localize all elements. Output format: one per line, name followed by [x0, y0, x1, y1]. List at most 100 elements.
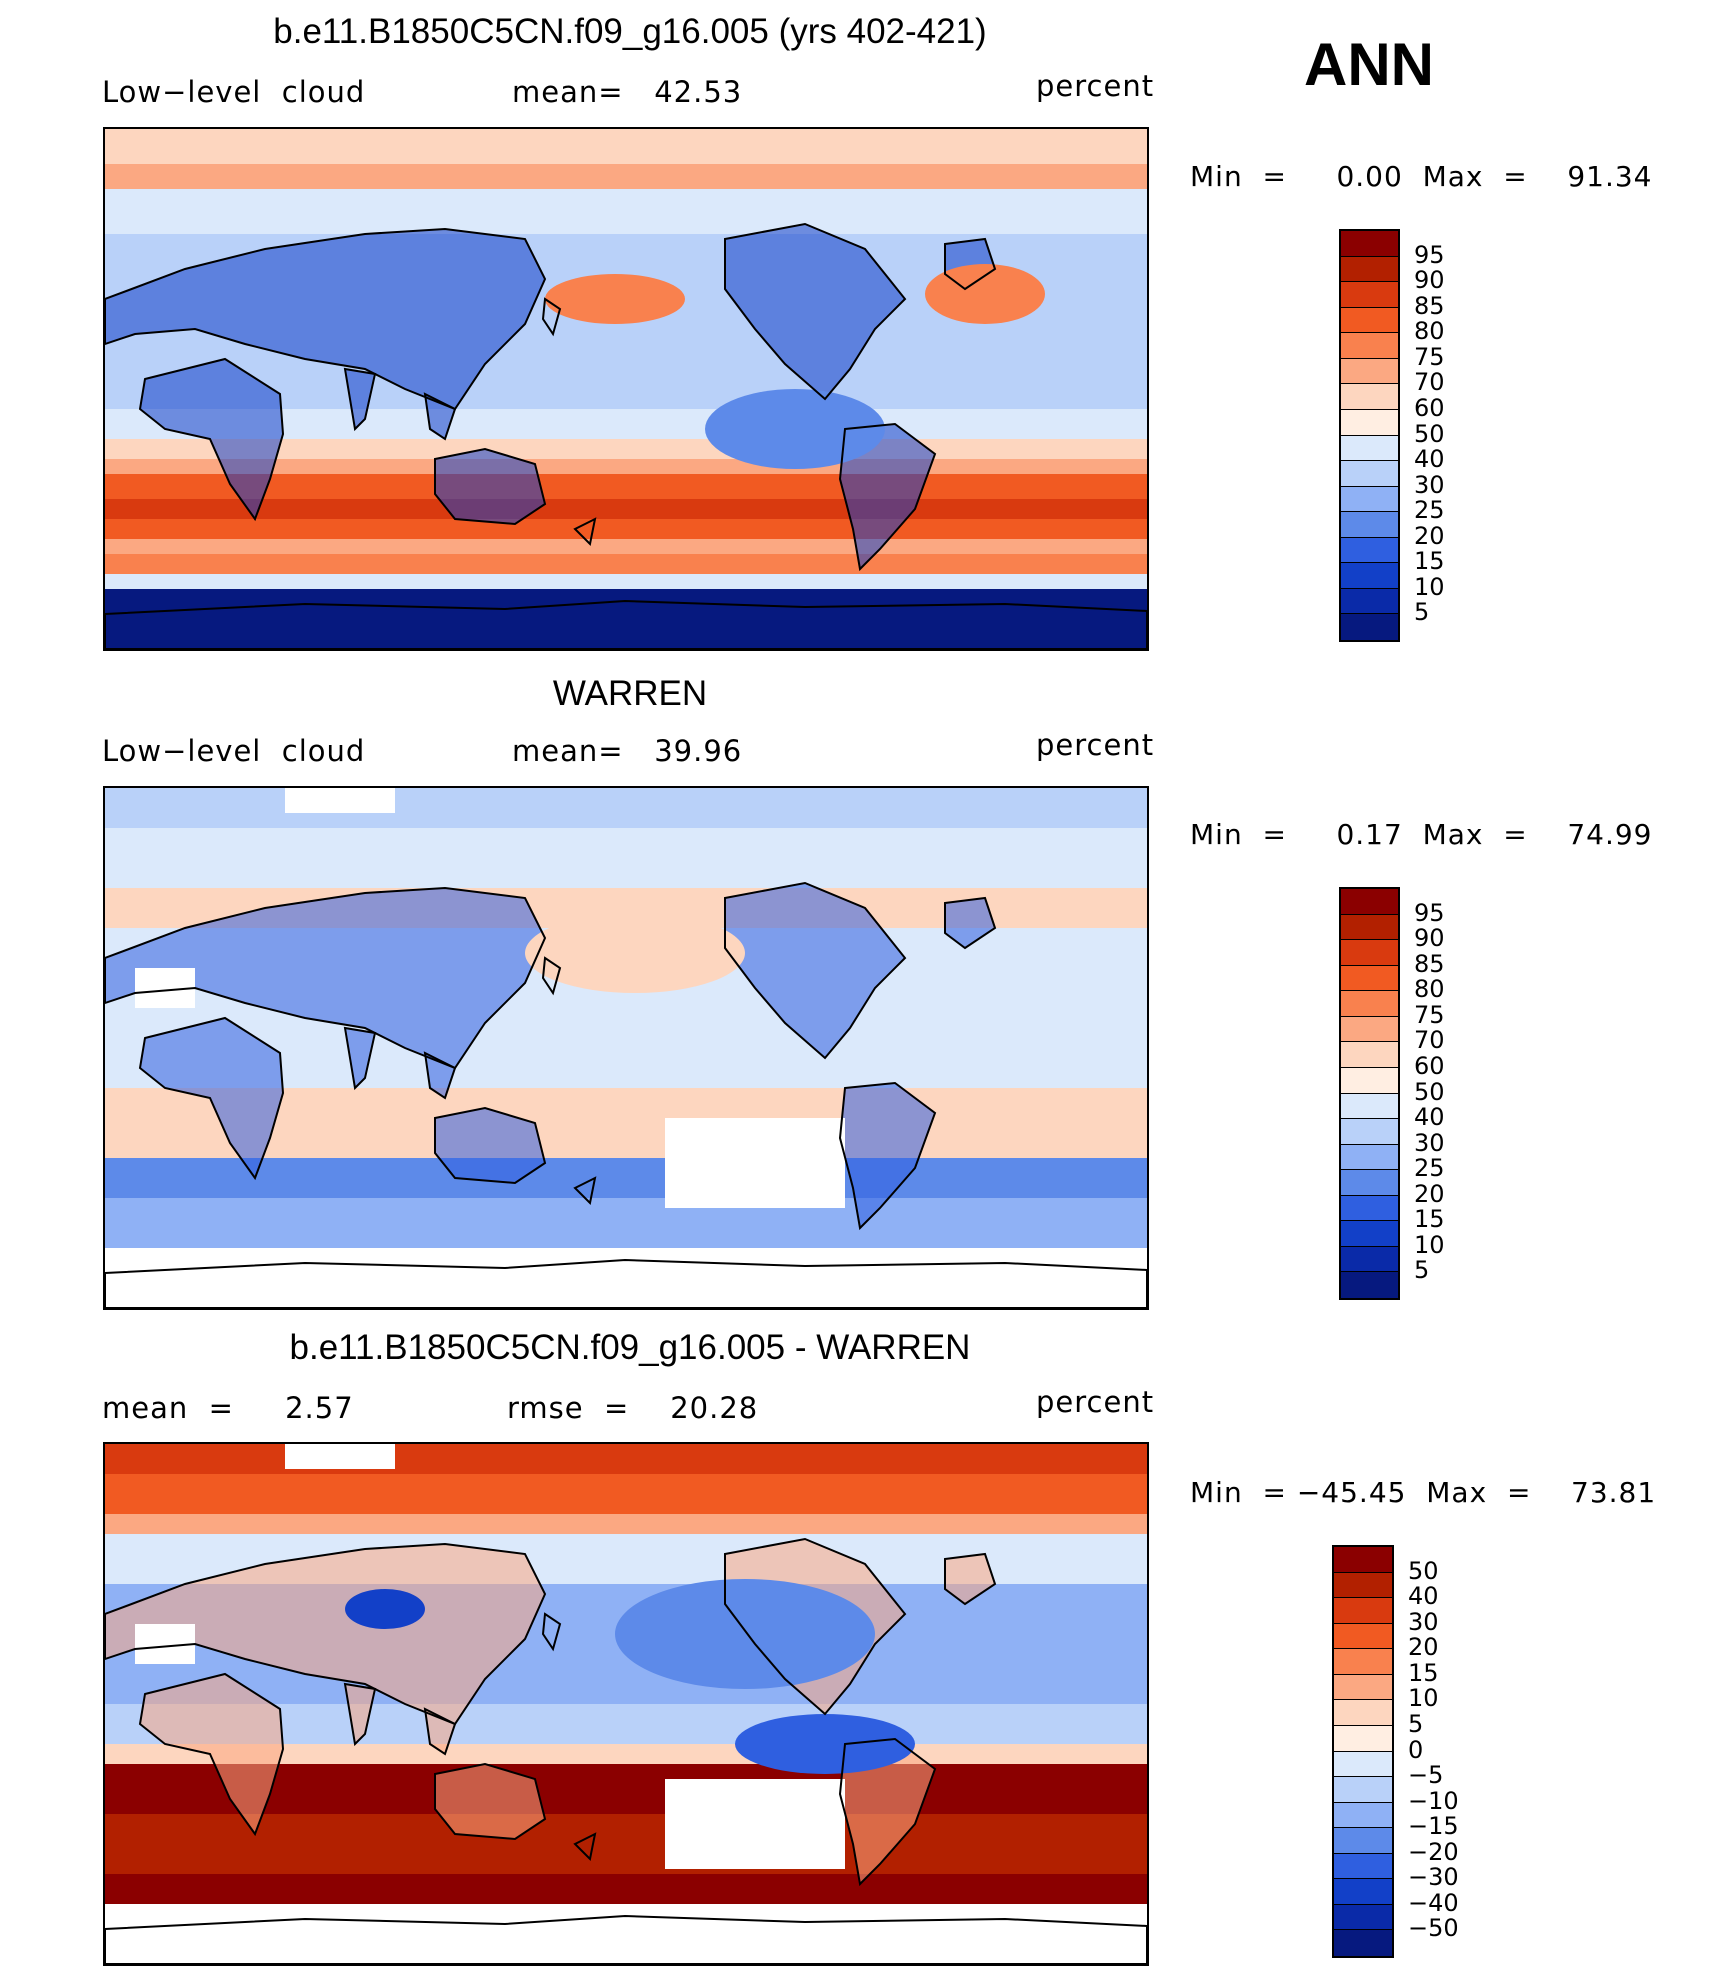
- colorbar-swatch: [1334, 1674, 1392, 1701]
- land-field: [105, 229, 545, 409]
- land-field: [435, 1108, 545, 1183]
- colorbar-swatch: [1334, 1623, 1392, 1650]
- colorbar-swatch: [1334, 1572, 1392, 1599]
- panel-2-mean-label: mean= 39.96: [512, 734, 743, 768]
- colorbar-swatch: [1341, 282, 1398, 308]
- colorbar-swatch: [1341, 358, 1398, 385]
- coastline: [838, 422, 937, 572]
- colorbar-tick-label: 5: [1414, 598, 1430, 627]
- field-blob: [615, 1579, 875, 1689]
- colorbar-tick-label: 80: [1414, 317, 1445, 346]
- field-band: [105, 828, 1147, 888]
- colorbar-swatch: [1341, 914, 1398, 941]
- field-band: [105, 189, 1147, 234]
- colorbar-swatch: [1334, 1700, 1392, 1726]
- colorbar-swatch: [1334, 1904, 1392, 1931]
- colorbar-swatch: [1334, 1853, 1392, 1880]
- colorbar-swatch: [1341, 231, 1398, 257]
- panel-3-units-label: percent: [1036, 1385, 1155, 1419]
- colorbar-tick-label: 30: [1414, 470, 1445, 499]
- colorbar-tick-label: 20: [1414, 1179, 1445, 1208]
- colorbar-tick-label: 5: [1408, 1709, 1424, 1738]
- land-field: [140, 359, 283, 519]
- field-blob: [525, 913, 745, 993]
- colorbar-tick-label: −30: [1408, 1863, 1459, 1892]
- colorbar-swatch: [1334, 1725, 1392, 1752]
- colorbar-tick-label: 75: [1414, 1000, 1445, 1029]
- colorbar-swatch: [1341, 1195, 1398, 1222]
- colorbar-tick-label: 10: [1414, 1230, 1445, 1259]
- colorbar-tick-label: 30: [1414, 1128, 1445, 1157]
- colorbar-tick-label: 50: [1408, 1556, 1439, 1585]
- colorbar-swatch: [1341, 588, 1398, 615]
- field-band: [105, 1514, 1147, 1534]
- field-blob: [545, 274, 685, 324]
- colorbar-tick-label: 90: [1414, 266, 1445, 295]
- colorbar-tick-label: 20: [1414, 521, 1445, 550]
- land-field: [725, 883, 905, 1058]
- coastline: [343, 1026, 457, 1100]
- field-band: [105, 589, 1147, 649]
- colorbar-tick-label: 15: [1414, 1205, 1445, 1234]
- land-field: [345, 369, 455, 439]
- colorbar-tick-label: 90: [1414, 924, 1445, 953]
- field-blob: [345, 1589, 425, 1629]
- colorbar-tick-label: 30: [1408, 1607, 1439, 1636]
- panel-1-map: [103, 127, 1149, 651]
- colorbar-swatch: [1341, 486, 1398, 513]
- coastline: [105, 227, 547, 411]
- panel-1-title: b.e11.B1850C5CN.f09_g16.005 (yrs 402-421…: [273, 12, 987, 51]
- colorbar-tick-label: 40: [1414, 1103, 1445, 1132]
- coastline: [343, 367, 457, 441]
- field-band: [105, 539, 1147, 554]
- colorbar-tick-label: −20: [1408, 1837, 1459, 1866]
- colorbar-tick-label: 75: [1414, 342, 1445, 371]
- coastline: [138, 1016, 285, 1181]
- land-field: [105, 888, 545, 1068]
- coastline: [434, 447, 547, 526]
- colorbar-swatch: [1341, 1093, 1398, 1120]
- season-label: ANN: [1304, 31, 1434, 98]
- colorbar-swatch: [1334, 1777, 1392, 1803]
- colorbar-swatch: [1334, 1930, 1392, 1956]
- colorbar-swatch: [1334, 1598, 1392, 1624]
- land-field: [840, 1739, 935, 1884]
- land-field: [435, 449, 545, 524]
- colorbar-tick-label: 5: [1414, 1256, 1430, 1285]
- colorbar-swatch: [1341, 940, 1398, 966]
- field-band: [105, 1444, 1147, 1474]
- panel-1-mean-label: mean= 42.53: [512, 75, 743, 109]
- colorbar-tick-label: 10: [1414, 572, 1445, 601]
- field-band: [105, 519, 1147, 539]
- colorbar-swatch: [1341, 614, 1398, 640]
- panel-2-colorbar: [1339, 887, 1400, 1300]
- colorbar-tick-label: 80: [1414, 975, 1445, 1004]
- panel-2-min-max: Min = 0.17 Max = 74.99: [1190, 818, 1653, 851]
- colorbar-tick-label: 40: [1414, 445, 1445, 474]
- field-blob: [735, 1714, 915, 1774]
- land-field: [345, 1684, 455, 1754]
- colorbar-swatch: [1341, 563, 1398, 589]
- colorbar-tick-label: 60: [1414, 393, 1445, 422]
- colorbar-swatch: [1341, 1042, 1398, 1068]
- panel-3-map: [103, 1442, 1149, 1966]
- panel-2-map: [103, 786, 1149, 1310]
- field-band: [105, 164, 1147, 189]
- colorbar-swatch: [1341, 1272, 1398, 1298]
- panel-1-variable-label: Low−level cloud: [102, 75, 366, 109]
- panel-3-mean-label: mean = 2.57: [102, 1391, 354, 1425]
- colorbar-swatch: [1341, 1170, 1398, 1196]
- coastline: [838, 1737, 937, 1887]
- colorbar-tick-label: 50: [1414, 1077, 1445, 1106]
- field-band: [105, 788, 1147, 828]
- coastline: [105, 1542, 547, 1726]
- colorbar-swatch: [1334, 1547, 1392, 1573]
- colorbar-tick-label: −10: [1408, 1786, 1459, 1815]
- field-band: [105, 574, 1147, 589]
- colorbar-swatch: [1341, 1119, 1398, 1145]
- field-band: [105, 1474, 1147, 1514]
- colorbar-tick-label: 60: [1414, 1051, 1445, 1080]
- colorbar-swatch: [1341, 384, 1398, 410]
- colorbar-tick-label: 25: [1414, 496, 1445, 525]
- field-band: [105, 1158, 1147, 1198]
